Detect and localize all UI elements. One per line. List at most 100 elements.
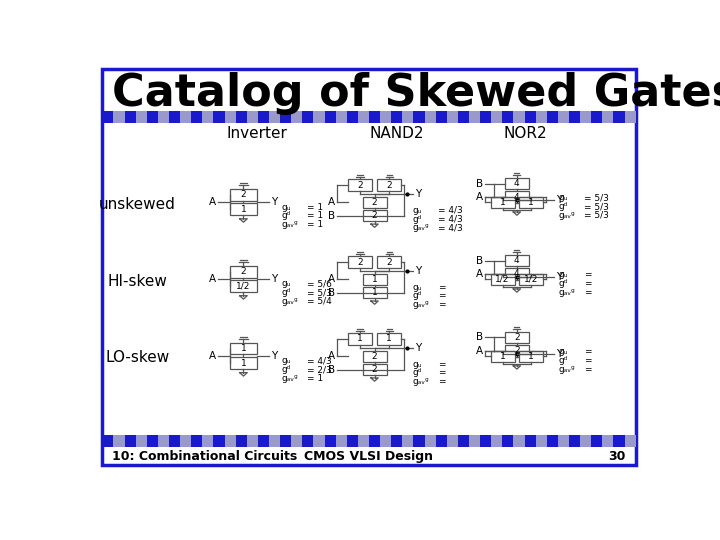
Bar [230, 204, 257, 215]
Bar [458, 435, 469, 447]
Text: 2: 2 [372, 198, 377, 207]
Bar [505, 345, 529, 356]
Text: gₐᵥᵍ: gₐᵥᵍ [413, 377, 429, 386]
Bar [363, 350, 387, 362]
Bar [347, 111, 358, 123]
Bar [230, 280, 257, 292]
Bar [230, 266, 257, 278]
Bar [358, 435, 369, 447]
Text: gᵈ: gᵈ [559, 202, 568, 211]
Bar [469, 435, 480, 447]
Bar [513, 435, 525, 447]
Text: Y: Y [271, 197, 277, 207]
Text: 1: 1 [240, 344, 246, 353]
Bar [125, 435, 135, 447]
Bar [363, 274, 387, 285]
Text: = 5/3: = 5/3 [584, 211, 608, 220]
Text: = 5/3: = 5/3 [307, 288, 331, 297]
Bar [102, 111, 113, 123]
Bar [169, 435, 180, 447]
Text: = 5/4: = 5/4 [307, 297, 331, 306]
Text: =: = [584, 279, 591, 288]
Bar [369, 435, 380, 447]
Bar [269, 435, 280, 447]
Text: gₐᵥᵍ: gₐᵥᵍ [282, 374, 298, 383]
Bar [425, 435, 436, 447]
Text: HI-skew: HI-skew [107, 274, 167, 288]
Text: B: B [328, 364, 336, 375]
Bar [490, 350, 515, 362]
Bar [102, 435, 113, 447]
Text: A: A [210, 197, 216, 207]
Bar [348, 256, 372, 268]
Text: Inverter: Inverter [227, 126, 288, 141]
Text: Catalog of Skewed Gates: Catalog of Skewed Gates [112, 72, 720, 116]
Bar [519, 350, 543, 362]
Text: = 4/3: = 4/3 [438, 214, 462, 224]
Text: gᵤ: gᵤ [282, 279, 291, 288]
Text: gᵤ: gᵤ [413, 206, 422, 215]
Bar [613, 435, 625, 447]
Bar [391, 435, 402, 447]
Bar [536, 111, 546, 123]
Bar [490, 197, 515, 208]
Bar [447, 435, 458, 447]
Bar [402, 435, 413, 447]
Bar [569, 111, 580, 123]
Text: unskewed: unskewed [99, 197, 176, 212]
Text: Y: Y [415, 188, 421, 199]
Bar [546, 435, 558, 447]
Text: gᵤ: gᵤ [559, 347, 568, 356]
Bar [413, 435, 425, 447]
Text: gᵤ: gᵤ [559, 193, 568, 202]
Bar [313, 111, 325, 123]
Text: =: = [438, 377, 445, 386]
Text: A: A [328, 274, 336, 284]
Text: 2: 2 [514, 347, 520, 355]
Text: =: = [438, 292, 445, 300]
Bar [580, 111, 591, 123]
Text: 2: 2 [387, 180, 392, 190]
Text: =: = [584, 347, 591, 356]
Text: Y: Y [415, 342, 421, 353]
Bar [235, 435, 247, 447]
Text: NAND2: NAND2 [369, 126, 424, 141]
Bar [380, 435, 391, 447]
Bar [348, 179, 372, 191]
Text: gₐᵥᵍ: gₐᵥᵍ [559, 364, 575, 374]
Text: Y: Y [556, 195, 562, 205]
Bar [480, 111, 491, 123]
Text: gᵤ: gᵤ [282, 202, 291, 212]
Text: =: = [584, 364, 591, 374]
Bar [491, 111, 503, 123]
Bar [625, 111, 636, 123]
Text: Y: Y [415, 266, 421, 275]
Bar [147, 435, 158, 447]
Text: NOR2: NOR2 [503, 126, 547, 141]
Text: gₐᵥᵍ: gₐᵥᵍ [282, 220, 298, 229]
Text: =: = [438, 300, 445, 309]
Text: = 5/3: = 5/3 [584, 193, 608, 202]
Bar [369, 111, 380, 123]
Text: gᵈ: gᵈ [282, 288, 291, 297]
Text: A: A [328, 197, 336, 207]
Bar [546, 111, 558, 123]
Text: 2: 2 [514, 333, 520, 342]
Text: =: = [438, 283, 445, 292]
Bar [230, 357, 257, 369]
Bar [447, 111, 458, 123]
Bar [469, 111, 480, 123]
Bar [225, 111, 235, 123]
Bar [536, 435, 546, 447]
Bar [169, 111, 180, 123]
Bar [358, 111, 369, 123]
Text: B: B [476, 333, 483, 342]
Bar [413, 111, 425, 123]
Bar [230, 189, 257, 200]
Bar [135, 111, 147, 123]
Text: 2: 2 [357, 258, 363, 267]
Text: Y: Y [556, 272, 562, 281]
Bar [603, 435, 613, 447]
Bar [519, 197, 543, 208]
Bar [591, 435, 603, 447]
